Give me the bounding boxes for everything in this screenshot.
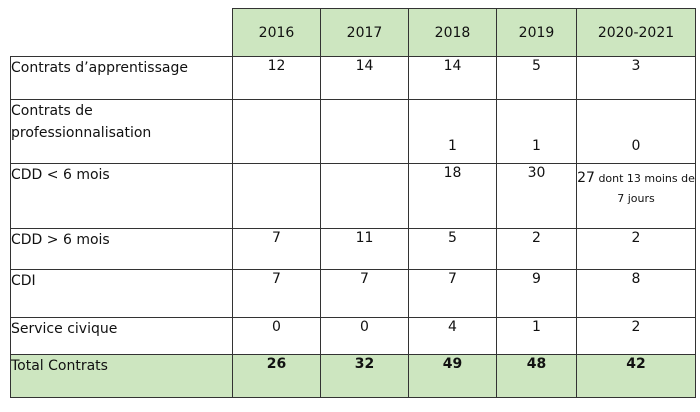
cell-value: 1 xyxy=(408,99,497,164)
header-row: 2016 2017 2018 2019 2020-2021 xyxy=(10,8,696,57)
row-label: Contrats d’apprentissage xyxy=(10,56,233,100)
cell-value: 0 xyxy=(576,99,696,164)
table-row: Contrats de professionnalisation 1 1 0 xyxy=(10,99,696,164)
year-header: 2018 xyxy=(408,8,497,57)
cell-value: 9 xyxy=(496,269,577,318)
contracts-table: 2016 2017 2018 2019 2020-2021 Contrats d… xyxy=(10,8,696,398)
table-row: CDD > 6 mois 7 11 5 2 2 xyxy=(10,228,696,270)
table-row: CDD < 6 mois 18 30 27 dont 13 moins de 7… xyxy=(10,163,696,229)
year-header: 2017 xyxy=(320,8,409,57)
cell-value: 18 xyxy=(408,163,497,229)
table-row: CDI 7 7 7 9 8 xyxy=(10,269,696,318)
cell-value: 7 xyxy=(232,228,321,270)
table-row: Service civique 0 0 4 1 2 xyxy=(10,317,696,355)
cell-value: 7 xyxy=(320,269,409,318)
cell-value: 0 xyxy=(320,317,409,355)
cell-value xyxy=(320,99,409,164)
row-label: Contrats de professionnalisation xyxy=(10,99,233,164)
note-value: 27 xyxy=(577,170,595,186)
cell-value: 0 xyxy=(232,317,321,355)
cell-value: 4 xyxy=(408,317,497,355)
cell-value: 1 xyxy=(496,317,577,355)
total-value: 26 xyxy=(232,354,321,398)
cell-value: 8 xyxy=(576,269,696,318)
cell-value: 5 xyxy=(408,228,497,270)
row-label: CDD > 6 mois xyxy=(10,228,233,270)
cell-value: 1 xyxy=(496,99,577,164)
cell-note: 27 dont 13 moins de 7 jours xyxy=(576,163,696,229)
total-row: Total Contrats 26 32 49 48 42 xyxy=(10,354,696,398)
cell-value: 7 xyxy=(408,269,497,318)
cell-value xyxy=(232,163,321,229)
cell-value xyxy=(232,99,321,164)
year-header: 2019 xyxy=(496,8,577,57)
cell-value: 14 xyxy=(320,56,409,100)
cell-value: 14 xyxy=(408,56,497,100)
total-value: 49 xyxy=(408,354,497,398)
year-header: 2016 xyxy=(232,8,321,57)
cell-value xyxy=(320,163,409,229)
cell-value: 11 xyxy=(320,228,409,270)
note-detail: dont 13 moins de 7 jours xyxy=(598,172,695,205)
total-value: 42 xyxy=(576,354,696,398)
total-label: Total Contrats xyxy=(10,354,233,398)
year-header: 2020-2021 xyxy=(576,8,696,57)
total-value: 48 xyxy=(496,354,577,398)
cell-value: 12 xyxy=(232,56,321,100)
cell-value: 3 xyxy=(576,56,696,100)
cell-value: 2 xyxy=(496,228,577,270)
note-text: 27 dont 13 moins de 7 jours xyxy=(577,168,695,209)
cell-value: 7 xyxy=(232,269,321,318)
row-label: CDI xyxy=(10,269,233,318)
total-value: 32 xyxy=(320,354,409,398)
cell-value: 5 xyxy=(496,56,577,100)
corner-cell xyxy=(10,8,233,57)
cell-value: 30 xyxy=(496,163,577,229)
table-row: Contrats d’apprentissage 12 14 14 5 3 xyxy=(10,56,696,100)
row-label: CDD < 6 mois xyxy=(10,163,233,229)
row-label: Service civique xyxy=(10,317,233,355)
cell-value: 2 xyxy=(576,228,696,270)
cell-value: 2 xyxy=(576,317,696,355)
